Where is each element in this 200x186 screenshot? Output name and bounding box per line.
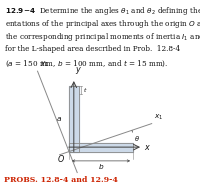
Polygon shape [69, 143, 133, 152]
Text: $x_1$: $x_1$ [154, 113, 163, 122]
Text: $O$: $O$ [57, 153, 65, 164]
Text: $t$: $t$ [83, 86, 88, 94]
Polygon shape [69, 86, 79, 152]
Text: $\mathbf{12.9\!-\!4}$  Determine the angles $\theta_1$ and $\theta_2$ defining t: $\mathbf{12.9\!-\!4}$ Determine the angl… [5, 5, 200, 17]
Text: entations of the principal axes through the origin $O$ and: entations of the principal axes through … [5, 18, 200, 30]
Text: ($a$ = 150 mm, $b$ = 100 mm, and $t$ = 15 mm).: ($a$ = 150 mm, $b$ = 100 mm, and $t$ = 1… [5, 58, 168, 69]
Text: $a$: $a$ [56, 115, 62, 123]
Text: $y_1$: $y_1$ [40, 60, 49, 69]
Text: $y$: $y$ [75, 65, 82, 76]
Text: for the L-shaped area described in Prob.  12.8-4: for the L-shaped area described in Prob.… [5, 45, 180, 53]
Text: $\theta$: $\theta$ [134, 134, 140, 143]
Text: $b$: $b$ [98, 162, 104, 171]
Text: the corresponding principal moments of inertia $I_1$ and $I_2$: the corresponding principal moments of i… [5, 31, 200, 44]
Text: $x$: $x$ [144, 143, 151, 152]
Text: PROBS. 12.8-4 and 12.9-4: PROBS. 12.8-4 and 12.9-4 [4, 176, 118, 184]
